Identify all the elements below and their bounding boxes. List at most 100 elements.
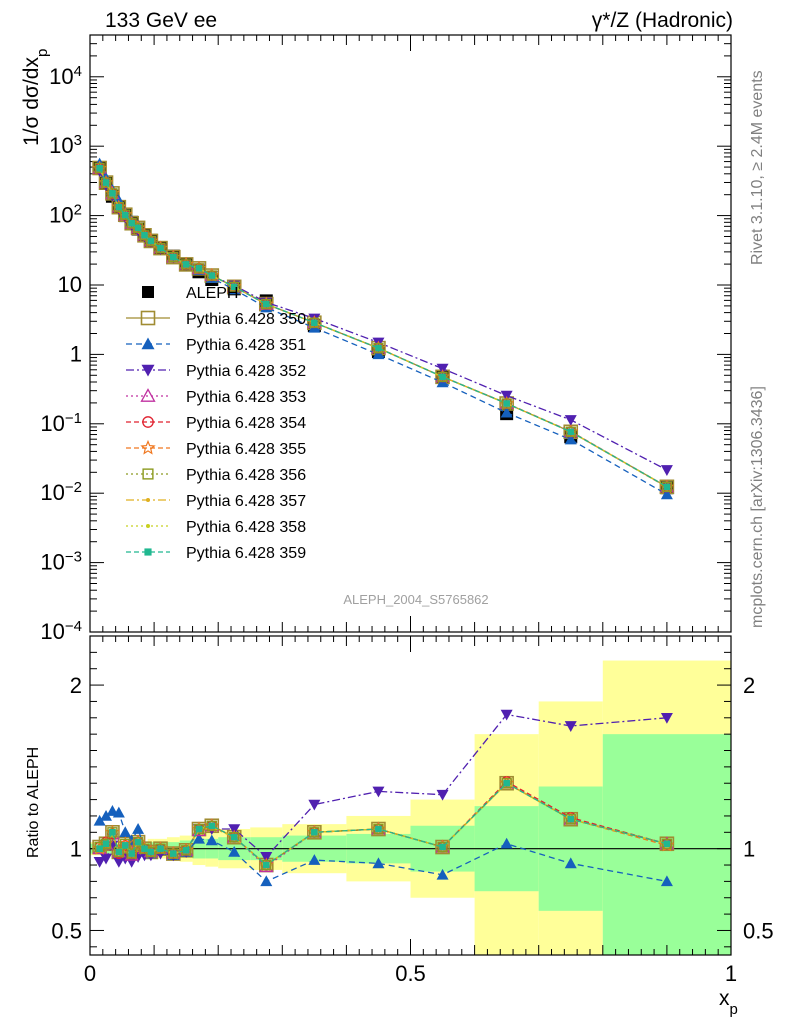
legend-label: Pythia 6.428 358 — [186, 519, 306, 536]
mc-point — [309, 317, 320, 328]
mc-point — [567, 428, 575, 436]
ratio-point — [228, 845, 241, 857]
mc-point — [660, 488, 673, 500]
ratio-point — [147, 848, 155, 856]
legend-entry: Pythia 6.428 355 — [126, 439, 306, 458]
ratio-point — [261, 859, 272, 871]
x-tick-label: 0 — [84, 961, 96, 986]
series-9 — [97, 166, 669, 489]
legend: ALEPH Pythia 6.428 350 Pythia 6.428 351 Pyt… — [126, 285, 306, 562]
mc-point — [230, 283, 238, 291]
mc-point — [229, 281, 240, 293]
mc-point — [121, 211, 129, 219]
ratio-tick-label-right: 2 — [743, 673, 755, 698]
ratio-axis-title: Ratio to ALEPH — [25, 747, 42, 858]
mc-point — [147, 237, 155, 245]
mc-point — [120, 209, 131, 220]
legend-label: Pythia 6.428 356 — [186, 467, 306, 484]
ratio-point — [100, 809, 113, 821]
rivet-label: Rivet 3.1.10, ≥ 2.4M events — [749, 70, 766, 265]
series-line — [99, 167, 668, 488]
mc-point — [261, 298, 272, 310]
mc-point — [372, 348, 385, 360]
ratio-point — [170, 850, 177, 857]
y-tick-label: 10−3 — [40, 548, 82, 575]
ratio-point — [439, 843, 446, 851]
series-8 — [97, 166, 669, 489]
ratio-point — [372, 786, 385, 798]
mc-point — [439, 373, 446, 381]
header-left: 133 GeV ee — [105, 9, 217, 32]
mc-point — [501, 398, 512, 409]
legend-entry: ALEPH — [142, 285, 238, 302]
ratio-series-10 — [96, 779, 671, 869]
ratio-point — [195, 825, 203, 833]
x-tick-label: 0.5 — [395, 961, 426, 986]
mc-point — [565, 426, 576, 437]
ratio-line — [99, 782, 668, 866]
ratio-tick-label-right: 0.5 — [743, 918, 774, 943]
legend-entry: Pythia 6.428 358 — [126, 519, 306, 536]
legend-label: ALEPH — [186, 285, 238, 302]
ratio-point — [180, 845, 192, 856]
mc-point — [96, 165, 103, 172]
series-2 — [93, 157, 673, 500]
legend-entry: Pythia 6.428 359 — [126, 545, 306, 562]
ratio-point — [564, 721, 577, 732]
mc-point — [141, 231, 148, 239]
y-tick-label: 104 — [49, 62, 82, 89]
ratio-point — [372, 857, 385, 869]
series-line — [99, 168, 668, 488]
ratio-line — [99, 810, 668, 883]
legend-entry: Pythia 6.428 353 — [126, 388, 306, 406]
series-3 — [93, 166, 673, 476]
mc-point — [113, 201, 125, 213]
mc-point — [145, 235, 157, 247]
ratio-tick-label: 2 — [70, 673, 82, 698]
legend-entry: Pythia 6.428 356 — [126, 467, 306, 484]
series-line — [99, 170, 668, 471]
ratio-point — [260, 852, 273, 863]
mc-point — [128, 219, 135, 227]
mc-point — [195, 265, 203, 272]
mc-point — [94, 162, 105, 174]
mcplots-label: mcplots.cern.ch [arXiv:1306.3436] — [749, 386, 766, 628]
ratio-point — [436, 868, 449, 880]
ratio-point — [565, 814, 576, 825]
mc-point — [168, 251, 179, 263]
ratio-point — [112, 856, 125, 868]
ratio-layer — [92, 709, 675, 887]
y-tick-label: 10−1 — [40, 409, 82, 436]
legend-entry: Pythia 6.428 350 — [126, 310, 306, 328]
series-line — [99, 168, 668, 488]
series-line — [99, 168, 668, 488]
mc-point — [139, 230, 150, 241]
mc-point — [134, 224, 142, 232]
mc-point — [109, 190, 116, 197]
ratio-point — [661, 838, 673, 849]
mc-point — [564, 415, 577, 426]
legend-label: Pythia 6.428 357 — [186, 493, 306, 510]
legend-marker — [142, 416, 154, 428]
mc-point — [564, 433, 577, 445]
mc-point — [311, 319, 318, 327]
ratio-point — [100, 838, 112, 849]
mc-point — [115, 203, 123, 211]
ratio-point — [192, 832, 205, 844]
legend-label: Pythia 6.428 350 — [186, 311, 306, 328]
series-line — [99, 163, 668, 495]
y-tick-label: 10−4 — [40, 618, 82, 645]
ratio-point — [155, 843, 166, 854]
ratio-point — [113, 846, 125, 858]
series-line — [99, 167, 668, 488]
mc-point — [262, 300, 270, 308]
ratio-point — [96, 845, 103, 852]
ratio-point — [436, 789, 449, 801]
ratio-point — [193, 823, 205, 835]
ratio-point — [182, 847, 190, 854]
ratio-point — [564, 857, 577, 869]
ratio-point — [260, 875, 273, 887]
mc-point — [437, 371, 448, 383]
ratio-point — [93, 814, 106, 826]
ratio-point — [119, 826, 132, 838]
